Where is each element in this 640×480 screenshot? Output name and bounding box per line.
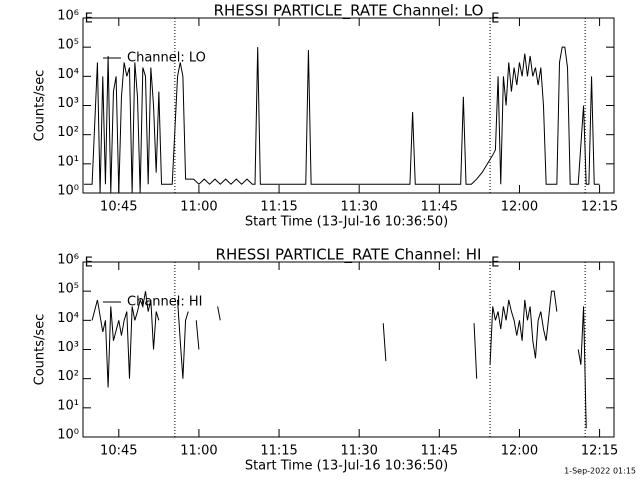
- x-axis-label: Start Time (13-Jul-16 10:36:50): [245, 459, 448, 474]
- chart-title: RHESSI PARTICLE_RATE Channel: LO: [214, 2, 484, 21]
- y-axis-label: Counts/sec: [33, 314, 48, 386]
- x-tick-label: 11:15: [260, 444, 297, 459]
- annotation: E: [85, 256, 93, 271]
- annotation: E: [491, 256, 499, 271]
- x-tick-label: 11:00: [180, 200, 217, 215]
- data-line: [91, 291, 160, 388]
- y-tick-label: 10⁶: [57, 9, 79, 24]
- data-line: [84, 46, 600, 194]
- y-tick-label: 10²: [57, 125, 79, 140]
- x-tick-label: 12:15: [581, 444, 618, 459]
- y-tick-label: 10⁰: [57, 184, 79, 199]
- x-tick-label: 11:30: [340, 200, 377, 215]
- y-tick-label: 10³: [57, 96, 79, 111]
- y-tick-label: 10⁴: [57, 67, 79, 82]
- x-tick-label: 12:15: [581, 200, 618, 215]
- data-line: [195, 320, 200, 350]
- annotation: E: [491, 12, 499, 27]
- data-line: [577, 306, 587, 429]
- data-line: [473, 323, 478, 379]
- data-line: [489, 290, 558, 365]
- y-tick-label: 10⁶: [57, 253, 79, 268]
- x-tick-label: 11:30: [340, 444, 377, 459]
- x-tick-label: 12:00: [501, 200, 538, 215]
- x-tick-label: 11:45: [421, 200, 458, 215]
- legend-label: Channel: LO: [127, 51, 206, 66]
- chart-title: RHESSI PARTICLE_RATE Channel: HI: [216, 246, 482, 265]
- data-line: [177, 299, 189, 379]
- data-line: [217, 306, 221, 321]
- y-tick-label: 10³: [57, 340, 79, 355]
- footer-date: 1-Sep-2022 01:15: [564, 467, 636, 476]
- x-tick-label: 11:15: [260, 200, 297, 215]
- y-tick-label: 10⁴: [57, 311, 79, 326]
- y-tick-label: 10¹: [57, 398, 79, 413]
- annotation: E: [85, 12, 93, 27]
- y-tick-label: 10⁵: [57, 282, 79, 297]
- x-tick-label: 10:45: [100, 200, 137, 215]
- data-line: [382, 323, 387, 362]
- x-tick-label: 11:45: [421, 444, 458, 459]
- y-tick-label: 10⁵: [57, 38, 79, 53]
- y-tick-label: 10²: [57, 369, 79, 384]
- x-tick-label: 12:00: [501, 444, 538, 459]
- x-tick-label: 10:45: [100, 444, 137, 459]
- legend-label: Channel: HI: [127, 295, 203, 310]
- x-tick-label: 11:00: [180, 444, 217, 459]
- x-axis-label: Start Time (13-Jul-16 10:36:50): [245, 215, 448, 230]
- y-tick-label: 10¹: [57, 154, 79, 169]
- y-tick-label: 10⁰: [57, 428, 79, 443]
- y-axis-label: Counts/sec: [33, 70, 48, 142]
